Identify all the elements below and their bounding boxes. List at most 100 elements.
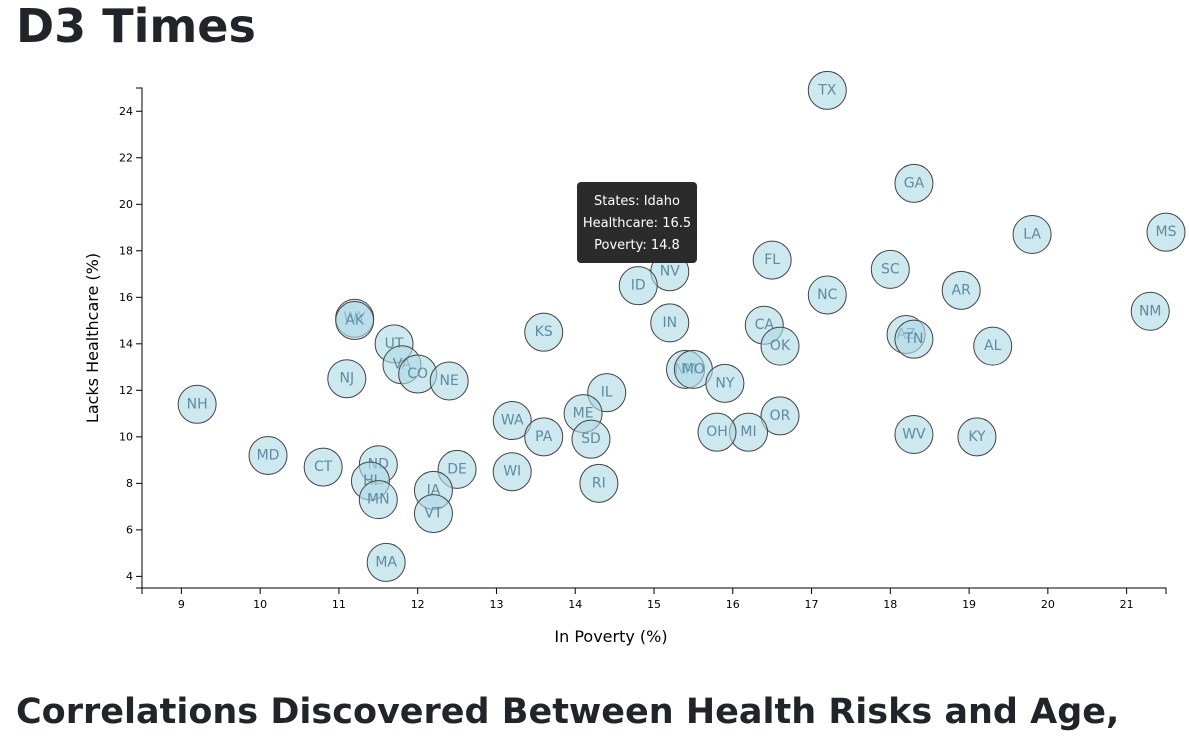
- state-circle[interactable]: [492, 452, 532, 492]
- state-circle[interactable]: [579, 463, 619, 503]
- state-label: OH: [706, 424, 728, 440]
- state-circle[interactable]: [618, 266, 658, 306]
- state-point-pa[interactable]: PA: [524, 417, 564, 457]
- state-point-tx[interactable]: TX: [807, 70, 847, 110]
- state-circle[interactable]: [303, 447, 343, 487]
- state-circle[interactable]: [492, 401, 532, 441]
- state-circle[interactable]: [429, 361, 469, 401]
- state-point-mi[interactable]: MI: [729, 412, 769, 452]
- state-point-ks[interactable]: KS: [524, 312, 564, 352]
- state-circle[interactable]: [807, 70, 847, 110]
- state-label: MO: [682, 361, 705, 377]
- state-circle[interactable]: [1146, 212, 1186, 252]
- state-circle[interactable]: [358, 480, 398, 520]
- state-point-vt[interactable]: VT: [413, 494, 453, 534]
- state-point-or[interactable]: OR: [760, 396, 800, 436]
- state-label: NV: [660, 264, 680, 280]
- y-tick-label: 20: [119, 198, 133, 211]
- state-circle[interactable]: [807, 275, 847, 315]
- state-circle[interactable]: [973, 326, 1013, 366]
- state-point-wi[interactable]: WI: [492, 452, 532, 492]
- state-point-ky[interactable]: KY: [957, 417, 997, 457]
- x-tick-label: 20: [1041, 598, 1055, 611]
- state-point-nm[interactable]: NM: [1130, 291, 1170, 331]
- x-tick-label: 17: [805, 598, 819, 611]
- x-tick-label: 16: [726, 598, 740, 611]
- y-tick-label: 24: [119, 105, 133, 118]
- state-circle[interactable]: [752, 240, 792, 280]
- state-circle[interactable]: [760, 326, 800, 366]
- state-circle[interactable]: [248, 435, 288, 475]
- state-label: WI: [503, 464, 521, 480]
- state-circle[interactable]: [571, 419, 611, 459]
- state-point-ok[interactable]: OK: [760, 326, 800, 366]
- state-label: NE: [440, 373, 459, 389]
- state-circle[interactable]: [413, 494, 453, 534]
- scatter-chart: 4 6 8 10 12 14 16 18 20 22 24 9 10 11 12 13 14 15 16 17 18 1…: [83, 70, 1186, 646]
- state-point-ma[interactable]: MA: [366, 542, 406, 582]
- state-label: MN: [367, 492, 390, 508]
- state-point-md[interactable]: MD: [248, 435, 288, 475]
- x-tick-label: 15: [647, 598, 661, 611]
- state-point-sd[interactable]: SD: [571, 419, 611, 459]
- x-tick-label: 19: [962, 598, 976, 611]
- state-circle[interactable]: [1130, 291, 1170, 331]
- state-point-ny[interactable]: NY: [705, 363, 745, 403]
- state-circle[interactable]: [957, 417, 997, 457]
- state-point-oh[interactable]: OH: [697, 412, 737, 452]
- state-point-nh[interactable]: NH: [177, 384, 217, 424]
- state-label: KS: [535, 324, 553, 340]
- state-circle[interactable]: [894, 163, 934, 203]
- state-circle[interactable]: [760, 396, 800, 436]
- state-point-al[interactable]: AL: [973, 326, 1013, 366]
- state-point-tn[interactable]: TN: [894, 319, 934, 359]
- y-axis-title[interactable]: Lacks Healthcare (%): [83, 253, 102, 423]
- state-point-ne[interactable]: NE: [429, 361, 469, 401]
- y-tick-label: 10: [119, 430, 133, 443]
- state-circle[interactable]: [894, 319, 934, 359]
- state-point-fl[interactable]: FL: [752, 240, 792, 280]
- state-point-id[interactable]: ID: [618, 266, 658, 306]
- x-tick-label: 10: [253, 598, 267, 611]
- state-circle[interactable]: [327, 359, 367, 399]
- state-label: CO: [407, 366, 428, 382]
- state-label: SC: [881, 261, 900, 277]
- state-point-nc[interactable]: NC: [807, 275, 847, 315]
- state-circle[interactable]: [870, 249, 910, 289]
- page-title: D3 Times: [16, 0, 256, 53]
- state-point-ms[interactable]: MS: [1146, 212, 1186, 252]
- state-label: RI: [592, 475, 606, 491]
- state-label: GA: [904, 175, 925, 191]
- state-label: DE: [447, 461, 467, 477]
- state-point-ga[interactable]: GA: [894, 163, 934, 203]
- x-axis-title[interactable]: In Poverty (%): [554, 627, 667, 646]
- state-point-nj[interactable]: NJ: [327, 359, 367, 399]
- state-circle[interactable]: [524, 312, 564, 352]
- state-circle[interactable]: [177, 384, 217, 424]
- state-point-wa[interactable]: WA: [492, 401, 532, 441]
- state-point-la[interactable]: LA: [1012, 215, 1052, 255]
- state-circle[interactable]: [650, 303, 690, 343]
- state-point-ak[interactable]: AK: [335, 301, 375, 341]
- y-tick-label: 22: [119, 151, 133, 164]
- state-point-ct[interactable]: CT: [303, 447, 343, 487]
- state-circle[interactable]: [697, 412, 737, 452]
- state-circle[interactable]: [894, 415, 934, 455]
- state-point-in[interactable]: IN: [650, 303, 690, 343]
- state-circle[interactable]: [1012, 215, 1052, 255]
- tooltip-healthcare: Healthcare: 16.5: [582, 216, 692, 231]
- state-circle[interactable]: [524, 417, 564, 457]
- y-tick-label: 18: [119, 244, 133, 257]
- state-point-mn[interactable]: MN: [358, 480, 398, 520]
- state-point-sc[interactable]: SC: [870, 249, 910, 289]
- state-label: PA: [535, 429, 553, 445]
- state-point-wv[interactable]: WV: [894, 415, 934, 455]
- state-point-ri[interactable]: RI: [579, 463, 619, 503]
- state-circle[interactable]: [705, 363, 745, 403]
- state-circle[interactable]: [335, 301, 375, 341]
- state-label: NH: [187, 396, 208, 412]
- x-tick-label: 9: [178, 598, 185, 611]
- state-point-ar[interactable]: AR: [941, 270, 981, 310]
- state-circle[interactable]: [941, 270, 981, 310]
- state-circle[interactable]: [366, 542, 406, 582]
